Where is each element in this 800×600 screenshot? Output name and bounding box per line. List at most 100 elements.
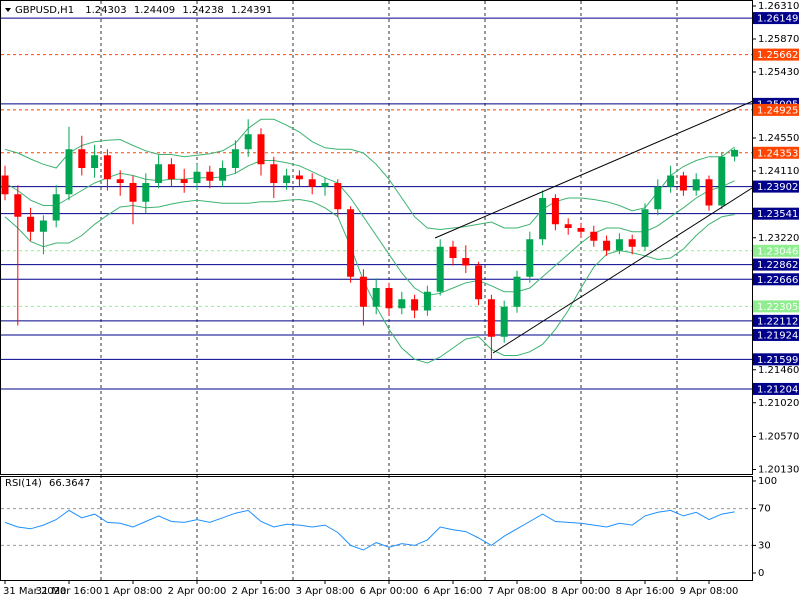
candle-body	[219, 168, 227, 181]
candle-body	[155, 164, 163, 183]
grid	[100, 1, 678, 580]
candle-body	[564, 224, 572, 228]
candle-body	[244, 134, 252, 150]
y-tick-label: 30	[758, 540, 771, 551]
candle-body	[641, 209, 649, 247]
candle-body	[462, 258, 470, 266]
candle-body	[142, 183, 150, 202]
level-label: 1.21924	[757, 330, 798, 341]
y-tick-label: 1.23220	[758, 233, 799, 244]
level-label: 1.24353	[757, 148, 798, 159]
candle-body	[590, 231, 598, 241]
candle-body	[603, 240, 611, 251]
trendlines	[434, 100, 752, 354]
candle-body	[295, 175, 303, 180]
candle-body	[449, 246, 457, 258]
candle-body	[193, 171, 201, 183]
candle-body	[321, 183, 329, 187]
candle-body	[206, 171, 214, 181]
candle-body	[577, 228, 585, 232]
candle-body	[308, 179, 316, 187]
candle-body	[513, 276, 521, 307]
x-tick-label: 6 Apr 16:00	[424, 586, 483, 597]
level-label-box	[753, 207, 799, 220]
candle-body	[551, 198, 559, 225]
level-label-box	[753, 48, 799, 61]
candle-body	[411, 299, 419, 311]
x-tick-label: 6 Apr 00:00	[360, 586, 419, 597]
level-label-box	[753, 300, 799, 313]
last-high: 1.24409	[134, 5, 175, 16]
level-label: 1.23541	[757, 209, 798, 220]
x-tick-label: 2 Apr 00:00	[168, 586, 227, 597]
level-label: 1.23902	[757, 182, 798, 193]
level-label: 1.23046	[757, 246, 798, 257]
x-tick-label: 8 Apr 16:00	[616, 586, 675, 597]
candle-body	[718, 156, 726, 206]
level-label-box	[753, 258, 799, 271]
level-label: 1.21599	[757, 355, 798, 366]
y-tick-label: 1.21460	[758, 365, 799, 376]
rsi-line	[4, 509, 735, 551]
candle-body	[14, 194, 22, 217]
x-tick-label: 31 Mar 2020	[3, 586, 66, 597]
level-label-box	[753, 12, 799, 25]
x-tick-label: 8 Apr 00:00	[552, 586, 611, 597]
last-close: 1.24391	[231, 5, 272, 16]
candle-body	[372, 288, 380, 307]
level-label: 1.22305	[757, 302, 798, 313]
candle-body	[91, 155, 99, 168]
rsi-title: RSI(14)	[5, 478, 42, 489]
candle-body	[679, 175, 687, 191]
bollinger-upper	[4, 118, 735, 231]
price-panel	[1, 17, 752, 390]
y-tick-label: 1.20130	[758, 465, 799, 476]
bollinger-lower	[4, 198, 735, 364]
level-label: 1.26149	[757, 14, 798, 25]
last-open: 1.24303	[85, 5, 126, 16]
level-label-box	[753, 382, 799, 395]
candle-body	[692, 179, 700, 191]
trendline	[492, 187, 752, 354]
candle-body	[78, 149, 86, 168]
y-tick-label: 1.25430	[758, 67, 799, 78]
level-label-box	[753, 353, 799, 366]
symbol: GBPUSD,H1	[15, 5, 74, 16]
x-tick-label: 2 Apr 16:00	[232, 586, 291, 597]
candle-body	[654, 186, 662, 210]
candle-body	[705, 179, 713, 206]
candle-body	[359, 276, 367, 307]
menu-triangle[interactable]	[5, 8, 11, 12]
y-tick-label: 1.26310	[758, 1, 799, 12]
candle-body	[628, 239, 636, 247]
candle-body	[257, 134, 265, 165]
candle-body	[398, 299, 406, 309]
candle-body	[39, 220, 47, 232]
candle-body	[283, 175, 291, 183]
candle-body	[270, 164, 278, 183]
rsi-panel-frame	[0, 476, 753, 581]
candle-body	[731, 149, 739, 157]
y-tick-label: 70	[758, 504, 771, 515]
x-tick-label: 1 Apr 08:00	[104, 586, 163, 597]
candle-body	[129, 183, 137, 202]
candle-body	[180, 179, 188, 183]
bollinger-middle	[4, 160, 735, 297]
level-label: 1.21204	[757, 384, 798, 395]
y-tick-label: 0	[758, 568, 764, 579]
candle-body	[1, 175, 9, 195]
candle-body	[334, 183, 342, 210]
y-tick-label: 100	[758, 476, 777, 487]
level-label-box	[753, 244, 799, 257]
x-tick-label: 3 Apr 08:00	[296, 586, 355, 597]
candle-body	[526, 239, 534, 277]
level-label: 1.22112	[757, 316, 798, 327]
candle-body	[116, 179, 124, 183]
level-label-box	[753, 180, 799, 193]
candle-body	[539, 198, 547, 240]
y-tick-label: 1.21020	[758, 398, 799, 409]
y-tick-label: 1.24550	[758, 133, 799, 144]
